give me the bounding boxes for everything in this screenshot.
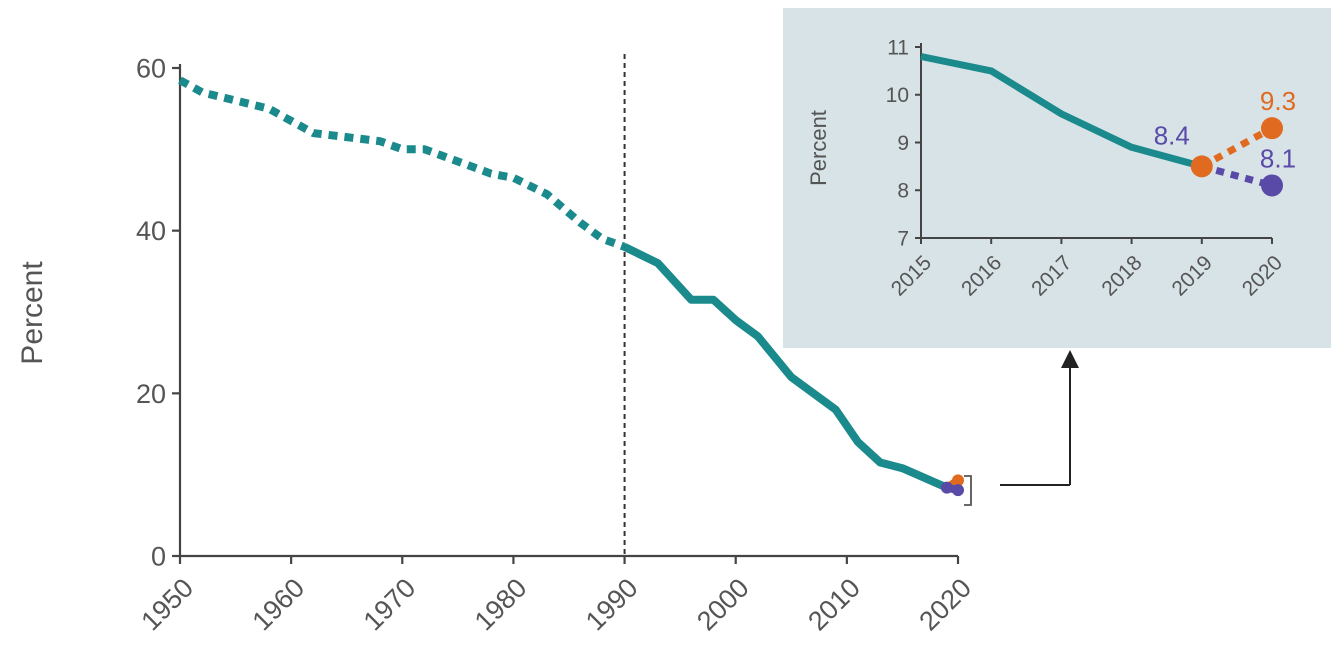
inset-series-group xyxy=(920,53,1283,197)
x-tick-label: 1970 xyxy=(358,573,422,637)
series-line-teal-solid xyxy=(622,243,949,492)
series-line-teal-solid xyxy=(920,53,1203,170)
series-end-marker xyxy=(1190,155,1213,178)
x-tick-label: 1990 xyxy=(580,573,644,637)
x-tick-label: 2010 xyxy=(802,573,866,637)
series-line-teal-dotted xyxy=(178,76,626,251)
data-label-purple: 8.4 xyxy=(1154,120,1190,150)
data-label-orange: 9.3 xyxy=(1260,86,1296,116)
series-end-marker xyxy=(1261,174,1283,197)
arrow-head-icon xyxy=(1061,350,1079,368)
y-tick-label: 40 xyxy=(136,216,166,246)
y-tick-label: 10 xyxy=(886,84,909,107)
y-tick-label: 20 xyxy=(136,379,166,409)
y-tick-label: 11 xyxy=(887,36,909,59)
zoom-connector-arrow xyxy=(964,350,1079,506)
y-tick-label: 7 xyxy=(897,227,909,250)
y-tick-label: 8 xyxy=(897,180,909,203)
series-line-purple-dotted xyxy=(1200,163,1273,189)
x-tick-label: 2020 xyxy=(913,573,977,637)
series-end-marker xyxy=(952,474,964,487)
x-tick-label: 1980 xyxy=(469,573,533,637)
x-tick-label: 2000 xyxy=(691,573,755,637)
main-y-axis-label: Percent xyxy=(16,261,49,365)
main-axes xyxy=(172,54,960,564)
y-tick-label: 9 xyxy=(897,132,909,155)
main-series-group xyxy=(178,76,964,497)
y-tick-label: 0 xyxy=(151,541,166,571)
y-tick-label: 60 xyxy=(136,53,166,83)
inset-y-axis-label: Percent xyxy=(806,110,831,186)
x-tick-label: 1960 xyxy=(247,573,311,637)
inset-annotations: 8.4 9.3 8.1 xyxy=(1154,86,1296,173)
series-end-marker xyxy=(940,481,953,494)
series-end-marker xyxy=(952,484,964,497)
x-tick-label: 1950 xyxy=(135,573,199,637)
inset-axes xyxy=(915,43,1273,244)
inset-background xyxy=(783,8,1331,348)
series-end-marker xyxy=(1261,117,1283,140)
series-line-orange-dotted xyxy=(1200,125,1274,170)
data-label-purple: 8.1 xyxy=(1260,143,1296,173)
zoom-bracket xyxy=(964,475,972,506)
